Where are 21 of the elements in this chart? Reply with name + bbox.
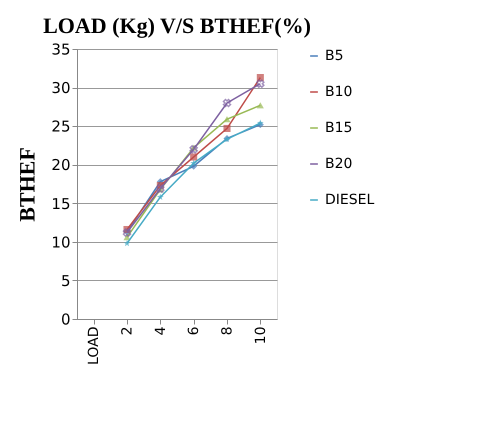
chart-title: LOAD (Kg) V/S BTHEF(%): [43, 13, 311, 38]
legend-label: B20: [325, 156, 352, 172]
y-tick-label: 10: [51, 233, 70, 252]
y-axis-title: BTHEF: [14, 147, 40, 222]
legend-label: DIESEL: [325, 192, 374, 208]
legend-label: B15: [325, 120, 352, 136]
legend-label: B10: [325, 84, 352, 100]
x-tick-label: 10: [252, 326, 269, 344]
y-tick-label: 20: [51, 156, 70, 174]
y-tick-label: 30: [51, 79, 70, 98]
x-tick-label: 8: [220, 326, 236, 336]
x-tick-label: 6: [186, 326, 202, 336]
y-tick-label: 5: [60, 272, 70, 290]
x-tick-label: 4: [152, 326, 169, 336]
y-tick-label: 25: [51, 118, 70, 136]
y-tick-label: 35: [51, 40, 70, 58]
legend-label: B5: [325, 48, 344, 64]
y-tick-label: 15: [51, 194, 70, 213]
y-tick-label: 0: [60, 310, 70, 328]
x-tick-label: LOAD: [86, 326, 102, 365]
x-tick-label: 2: [120, 326, 136, 336]
